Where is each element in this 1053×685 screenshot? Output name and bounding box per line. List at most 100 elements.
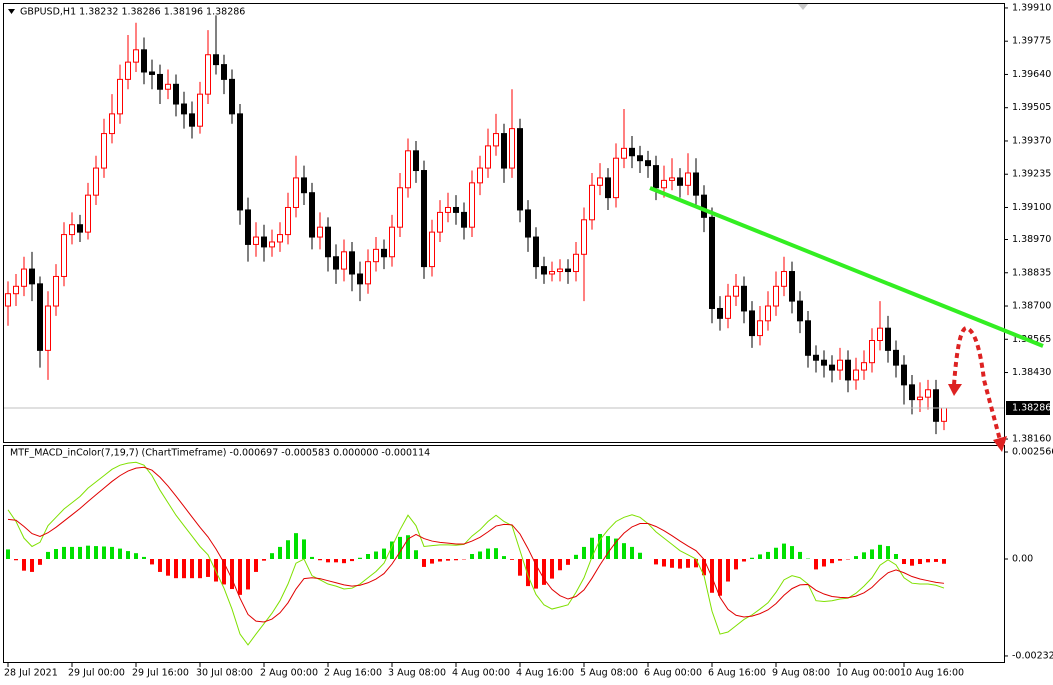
candle-body bbox=[45, 305, 51, 351]
histogram-bar bbox=[798, 551, 802, 560]
histogram-bar bbox=[782, 543, 786, 560]
y-tick-label: 1.39235 bbox=[1012, 169, 1051, 180]
histogram-bar bbox=[886, 546, 890, 560]
histogram-bar bbox=[742, 559, 746, 562]
candle-body bbox=[525, 209, 531, 238]
histogram-bar bbox=[894, 554, 898, 560]
candle-body bbox=[157, 73, 163, 90]
histogram-bar bbox=[854, 556, 858, 560]
histogram-bar bbox=[198, 559, 202, 579]
candle-body bbox=[685, 172, 691, 186]
menu-triangle bbox=[8, 9, 15, 14]
last-price-label: 1.38286 bbox=[1012, 403, 1051, 414]
candle-body bbox=[85, 194, 91, 233]
x-tick-label: 29 Jul 00:00 bbox=[68, 668, 125, 679]
candle-body bbox=[893, 349, 899, 366]
histogram-bar bbox=[366, 554, 370, 560]
histogram-bar bbox=[606, 536, 610, 560]
histogram-bar bbox=[134, 553, 138, 560]
candle-body bbox=[917, 396, 923, 401]
histogram-bar bbox=[262, 559, 266, 561]
x-tick-label: 4 Aug 00:00 bbox=[452, 668, 510, 679]
histogram-bar bbox=[630, 546, 634, 560]
histogram-bar bbox=[494, 548, 498, 560]
histogram-bar bbox=[814, 559, 818, 570]
candle-body bbox=[877, 327, 883, 342]
y-tick-label: 1.38970 bbox=[1012, 234, 1051, 245]
y-tick-label: -0.002325 bbox=[1012, 650, 1053, 661]
histogram-bar bbox=[382, 548, 386, 560]
candle-body bbox=[141, 49, 147, 73]
histogram-bar bbox=[534, 559, 538, 589]
candle-body bbox=[845, 359, 851, 381]
histogram-bar bbox=[62, 546, 66, 560]
histogram-bar bbox=[934, 559, 938, 562]
histogram-bar bbox=[614, 538, 618, 560]
candle-body bbox=[637, 155, 643, 162]
histogram-bar bbox=[94, 546, 98, 560]
candle-body bbox=[293, 177, 299, 208]
candle-body bbox=[117, 78, 123, 115]
candle-body bbox=[269, 241, 275, 248]
candle-body bbox=[549, 271, 555, 275]
candle-body bbox=[925, 389, 931, 398]
candle-body bbox=[573, 253, 579, 273]
candle-body bbox=[765, 305, 771, 322]
x-tick-label: 29 Jul 16:00 bbox=[132, 668, 189, 679]
candle-body bbox=[77, 224, 83, 233]
candle-body bbox=[669, 177, 675, 181]
candle-body bbox=[325, 226, 331, 258]
y-tick-label: 1.38160 bbox=[1012, 434, 1051, 445]
y-tick-label: 0.002566 bbox=[1012, 447, 1053, 458]
histogram-bar bbox=[926, 559, 930, 563]
candle-body bbox=[413, 150, 419, 172]
x-tick-label: 6 Aug 00:00 bbox=[644, 668, 702, 679]
candle-body bbox=[501, 133, 507, 169]
histogram-bar bbox=[286, 540, 290, 560]
candle-body bbox=[909, 384, 915, 401]
candle-body bbox=[557, 268, 563, 273]
arrow-head bbox=[993, 436, 1007, 452]
candle-body bbox=[853, 369, 859, 381]
candle-body bbox=[533, 236, 539, 268]
candle-body bbox=[661, 179, 667, 189]
candle-body bbox=[245, 209, 251, 245]
candle-body bbox=[453, 206, 459, 213]
x-tick-label: 30 Jul 08:00 bbox=[196, 668, 253, 679]
candle-body bbox=[733, 285, 739, 297]
histogram-bar bbox=[246, 559, 250, 590]
histogram-bar bbox=[166, 559, 170, 576]
histogram-bar bbox=[30, 559, 34, 572]
candle-body bbox=[213, 54, 219, 66]
histogram-bar bbox=[294, 533, 298, 560]
candle-body bbox=[205, 54, 211, 95]
histogram-bar bbox=[78, 546, 82, 560]
histogram-bar bbox=[38, 559, 42, 565]
histogram-bar bbox=[774, 547, 778, 560]
histogram-bar bbox=[318, 559, 322, 561]
histogram-bar bbox=[70, 546, 74, 560]
histogram-bar bbox=[302, 539, 306, 560]
candle-body bbox=[837, 359, 843, 371]
candle-body bbox=[749, 310, 755, 337]
candle-body bbox=[797, 300, 803, 322]
histogram-bar bbox=[254, 559, 258, 572]
histogram-bar bbox=[150, 559, 154, 565]
candle-body bbox=[757, 320, 763, 337]
candle-body bbox=[309, 192, 315, 238]
candle-body bbox=[701, 194, 707, 218]
forecast-arrow bbox=[952, 325, 1002, 441]
histogram-bar bbox=[190, 559, 194, 579]
histogram-bar bbox=[390, 541, 394, 560]
histogram-bar bbox=[342, 559, 346, 564]
candle-body bbox=[429, 231, 435, 268]
candle-body bbox=[389, 226, 395, 258]
candle-body bbox=[485, 145, 491, 169]
histogram-bar bbox=[694, 559, 698, 568]
histogram-bar bbox=[542, 559, 546, 585]
histogram-bar bbox=[158, 559, 162, 572]
candle-body bbox=[109, 113, 115, 135]
candle-body bbox=[885, 327, 891, 351]
histogram-bar bbox=[310, 556, 314, 560]
